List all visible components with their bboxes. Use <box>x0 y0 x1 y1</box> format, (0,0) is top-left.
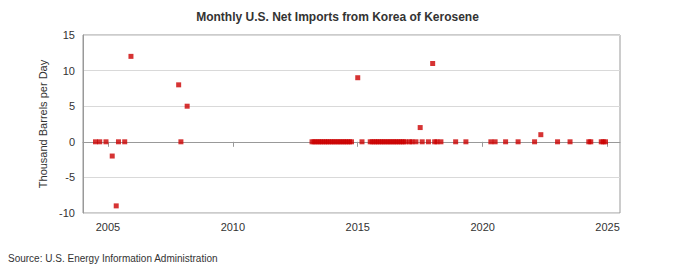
svg-text:2010: 2010 <box>221 221 245 233</box>
svg-text:-5: -5 <box>65 171 75 183</box>
svg-text:15: 15 <box>63 29 75 41</box>
svg-text:Thousand Barrels per Day: Thousand Barrels per Day <box>37 59 49 188</box>
svg-text:2025: 2025 <box>595 221 619 233</box>
svg-text:Source: U.S. Energy Informatio: Source: U.S. Energy Information Administ… <box>8 253 218 264</box>
svg-text:0: 0 <box>69 136 75 148</box>
svg-text:-10: -10 <box>59 207 75 219</box>
svg-text:2015: 2015 <box>346 221 370 233</box>
svg-text:2020: 2020 <box>470 221 494 233</box>
svg-text:2005: 2005 <box>96 221 120 233</box>
svg-text:Monthly U.S. Net Imports from: Monthly U.S. Net Imports from Korea of K… <box>196 10 479 24</box>
svg-text:10: 10 <box>63 65 75 77</box>
svg-text:5: 5 <box>69 100 75 112</box>
